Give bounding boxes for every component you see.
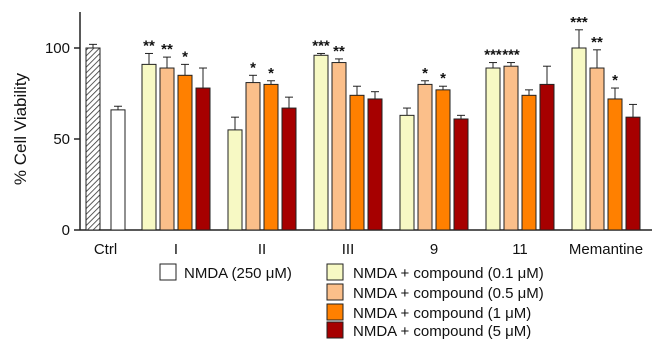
data-bar [281, 107, 297, 231]
data-bar [435, 89, 451, 231]
data-bar [485, 67, 501, 231]
legend-swatch [326, 321, 344, 339]
legend-swatch [326, 263, 344, 281]
significance-marker: *** [484, 47, 502, 64]
bars-group: ** ** ** **** *** **** ********* [85, 14, 641, 231]
significance-marker: ** [143, 37, 155, 54]
category-labels: Ctrl I II III 9 11 Memantine [94, 241, 643, 258]
significance-marker: *** [502, 47, 520, 64]
category-label: Memantine [569, 241, 643, 258]
category-label: 11 [512, 241, 528, 258]
legend-label: NMDA + compound (0.5 μM) [353, 285, 544, 302]
data-bar [589, 67, 605, 231]
data-bar [417, 83, 433, 231]
y-tick-label: 100 [45, 40, 70, 57]
data-bar [195, 87, 211, 231]
category-label: Ctrl [94, 241, 117, 258]
significance-marker: * [422, 65, 428, 82]
legend-label: NMDA + compound (5 μM) [353, 323, 531, 340]
significance-marker: * [612, 72, 618, 89]
data-bar [159, 67, 175, 231]
legend-label: NMDA + compound (1 μM) [353, 305, 531, 322]
data-bar [399, 114, 415, 231]
data-bar [331, 62, 347, 231]
data-bar [625, 116, 641, 231]
category-label: II [258, 241, 266, 258]
legend-label: NMDA + compound (0.1 μM) [353, 265, 544, 282]
significance-marker: ** [161, 41, 173, 58]
data-bar [503, 65, 519, 231]
data-bar [177, 74, 193, 231]
data-bar [141, 63, 157, 231]
data-bar [263, 83, 279, 231]
significance-marker: * [182, 48, 188, 65]
data-bar [571, 47, 587, 231]
category-label: III [342, 241, 355, 258]
data-bar [453, 118, 469, 231]
data-bar [313, 54, 329, 231]
y-axis-label: % Cell Viability [11, 72, 30, 185]
legend: NMDA (250 μM) NMDA + compound (0.1 μM) NMD… [159, 263, 544, 340]
significance-marker: * [250, 59, 256, 76]
y-tick-label: 50 [53, 131, 70, 148]
significance-marker: *** [570, 14, 588, 31]
significance-marker: * [268, 65, 274, 82]
significance-marker: * [440, 70, 446, 87]
significance-marker: *** [312, 37, 330, 54]
legend-label: NMDA (250 μM) [184, 265, 292, 282]
axes: 0 50 100 % Cell Viability [11, 12, 652, 239]
y-tick-label: 0 [62, 222, 70, 239]
legend-swatch [326, 283, 344, 301]
data-bar [349, 94, 365, 231]
data-bar [227, 129, 243, 231]
data-bar [607, 98, 623, 231]
data-bar [245, 82, 261, 231]
data-bar [367, 98, 383, 231]
control-bar [85, 47, 101, 231]
significance-marker: ** [333, 43, 345, 60]
data-bar [521, 94, 537, 231]
data-bar [539, 83, 555, 231]
significance-marker: ** [591, 34, 603, 51]
category-label: 9 [430, 241, 438, 258]
category-label: I [174, 241, 178, 258]
legend-swatch [326, 303, 344, 321]
control-bar [110, 109, 126, 231]
legend-swatch [159, 263, 177, 281]
